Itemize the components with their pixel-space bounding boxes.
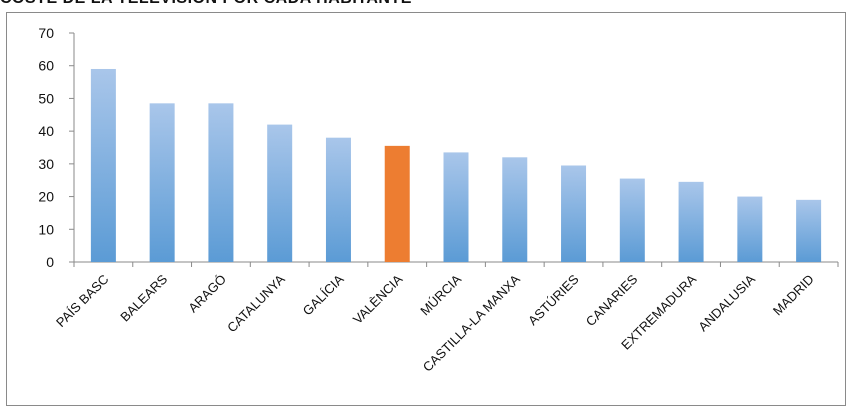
- x-tick-label: CASTILLA-LA MANXA: [420, 271, 523, 374]
- bar-extremadura: [678, 181, 704, 262]
- x-tick-label: PAÍS BASC: [53, 272, 111, 330]
- y-tick-label: 20: [38, 189, 54, 205]
- bar-andalusia: [737, 196, 763, 262]
- bar-m-rcia: [443, 152, 469, 262]
- bar-castilla-la-manxa: [502, 157, 528, 262]
- bar-pa-s-basc: [90, 68, 116, 262]
- x-tick-label: MÚRCIA: [417, 271, 464, 318]
- x-tick-label: VALÈNCIA: [350, 271, 406, 327]
- x-tick-label: GALÍCIA: [300, 271, 347, 318]
- x-tick-label: CANARIES: [583, 271, 641, 329]
- y-tick-label: 50: [38, 90, 54, 106]
- y-tick-label: 0: [46, 254, 54, 270]
- bar-val-ncia: [384, 145, 410, 262]
- x-tick-label: BALEARS: [117, 271, 170, 324]
- x-tick-label: ARAGÓ: [185, 272, 229, 316]
- bar-balears: [149, 103, 175, 262]
- x-tick-label: MADRID: [770, 272, 817, 319]
- bar-ast-ries: [561, 165, 587, 262]
- bar-arag-: [208, 103, 234, 262]
- bar-catalunya: [267, 124, 293, 262]
- x-tick-label: CATALUNYA: [224, 271, 288, 335]
- chart-frame: [6, 12, 846, 406]
- bar-gal-cia: [325, 137, 351, 262]
- y-tick-label: 30: [38, 156, 54, 172]
- chart-title: COSTE DE LA TELEVISIÓN POR CADA HABITANT…: [0, 0, 412, 8]
- y-tick-label: 10: [38, 221, 54, 237]
- bar-madrid: [796, 199, 822, 262]
- x-tick-label: ANDALUSIA: [695, 271, 758, 334]
- y-tick-label: 70: [38, 25, 54, 41]
- x-tick-label: ASTÚRIES: [525, 271, 582, 328]
- y-tick-label: 40: [38, 123, 54, 139]
- y-tick-label: 60: [38, 58, 54, 74]
- bar-canaries: [619, 178, 645, 262]
